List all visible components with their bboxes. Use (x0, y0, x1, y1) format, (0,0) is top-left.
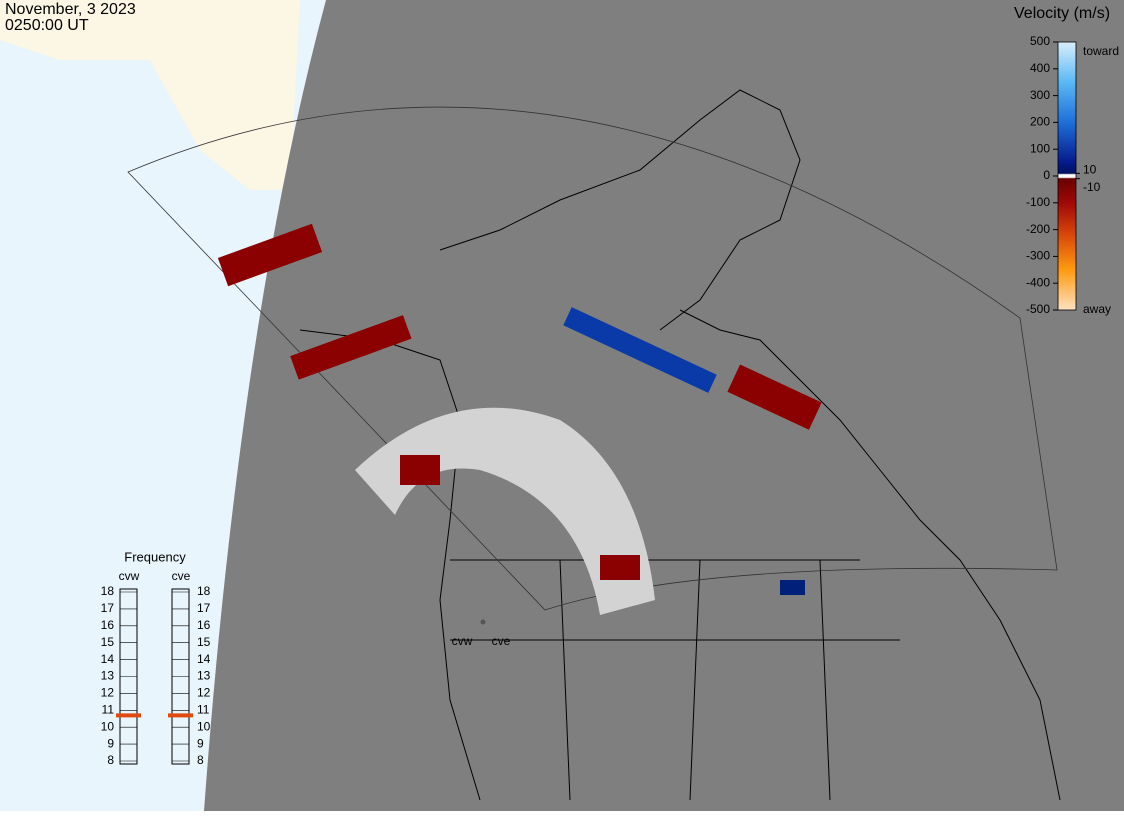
frequency-tick-label: 14 (197, 652, 211, 666)
velocity-tick-label: -400 (1026, 275, 1050, 289)
frequency-title: Frequency (124, 549, 186, 564)
frequency-tick-label: 14 (101, 652, 115, 666)
velocity-tick-label: 400 (1030, 61, 1050, 75)
date: November, 3 2023 (5, 1, 136, 18)
frequency-tick-label: 8 (197, 753, 204, 767)
velocity-tick-label: 0 (1043, 168, 1050, 182)
away-label: away (1083, 302, 1111, 316)
frequency-tick-label: 8 (107, 753, 114, 767)
velocity-tick-label: -100 (1026, 195, 1050, 209)
fov-outline (127, 106, 1058, 611)
frequency-tick-label: 18 (197, 584, 211, 598)
velocity-tick-label: 100 (1030, 141, 1050, 155)
frequency-tick-label: 12 (197, 686, 211, 700)
land-sunlit (0, 0, 300, 190)
velocity-colorbar (1057, 41, 1077, 311)
velocity-tick-label: 200 (1030, 115, 1050, 129)
frequency-tick-label: 12 (101, 686, 115, 700)
frequency-tick-label: 16 (197, 618, 211, 632)
frequency-tick-label: 18 (101, 584, 115, 598)
velocity-tick-label: -200 (1026, 222, 1050, 236)
site-label: cvw (452, 634, 473, 648)
velocity-tick-label: -300 (1026, 249, 1050, 263)
velocity-tick-label: 500 (1030, 34, 1050, 48)
velocity-tick-label: 10 (1083, 162, 1097, 176)
site-label: cve (492, 634, 511, 648)
velocity-tick-label: -10 (1083, 180, 1101, 194)
frequency-tick-label: 17 (101, 601, 115, 615)
scale-title: Velocity (m/s) (1014, 5, 1110, 22)
frequency-tick-label: 17 (197, 601, 211, 615)
radar-name: cvw (119, 569, 140, 583)
toward-label: toward (1083, 44, 1119, 58)
frequency-tick-label: 15 (101, 635, 115, 649)
velocity-tick-label: -500 (1026, 302, 1050, 316)
frequency-tick-label: 10 (101, 719, 115, 733)
radar-site (480, 619, 486, 625)
frequency-tick-label: 10 (197, 719, 211, 733)
time: 0250:00 UT (5, 17, 89, 34)
frequency-tick-label: 16 (101, 618, 115, 632)
scatter-cells (217, 223, 822, 595)
frequency-tick-label: 13 (101, 669, 115, 683)
frequency-tick-label: 13 (197, 669, 211, 683)
frequency-tick-label: 15 (197, 635, 211, 649)
frequency-tick-label: 9 (197, 736, 204, 750)
radar-name: cve (172, 569, 191, 583)
velocity-tick-label: 300 (1030, 88, 1050, 102)
frequency-tick-label: 11 (197, 702, 210, 716)
frequency-tick-label: 9 (107, 736, 114, 750)
frequency-tick-label: 11 (102, 702, 115, 716)
night-region (204, 0, 1124, 811)
